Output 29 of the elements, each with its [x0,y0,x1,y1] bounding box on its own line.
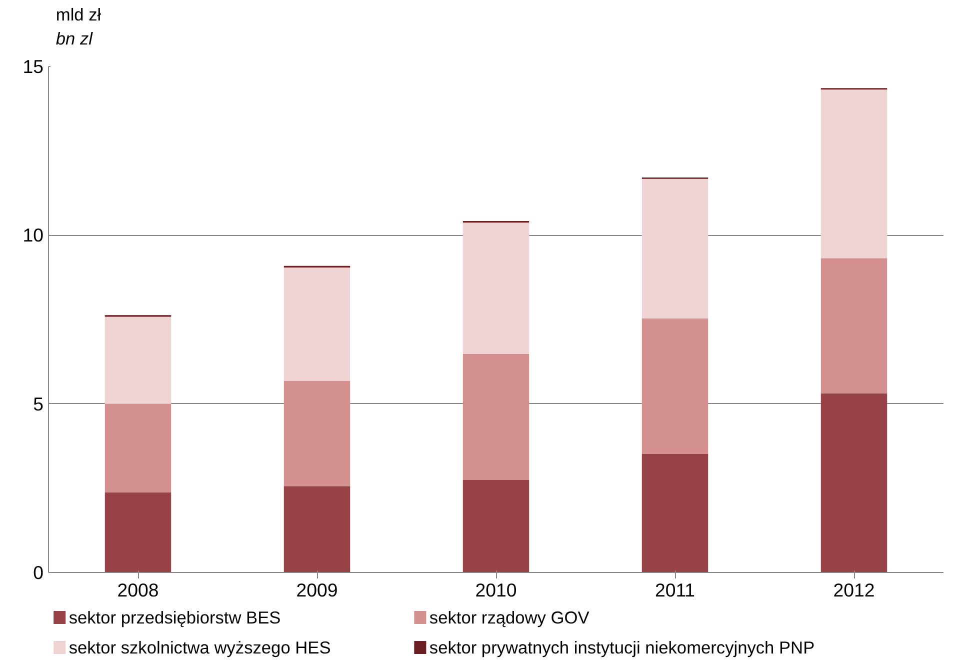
bar [284,380,350,486]
bar [104,316,172,404]
x-tick-label: 2010 [475,580,517,600]
x-tick-label: 2008 [117,580,159,600]
x-tick-label: 2012 [833,580,875,600]
bar [104,492,172,572]
legend-label: sektor przedsiębiorstw BES [68,608,281,628]
y-tick-label: 5 [33,393,44,414]
bar [462,222,530,354]
y-tick-label: 10 [22,224,44,246]
y-axis-title: mld zł bn zl [56,4,102,48]
bar [104,404,172,492]
bar [284,486,350,572]
bar [642,454,708,572]
y-tick-label: 15 [22,56,44,77]
bar [462,480,530,572]
bar [642,318,708,454]
bar [820,258,888,394]
bar [642,178,708,318]
bar [462,354,530,480]
y-tick-label: 0 [33,562,44,583]
bar [284,268,350,381]
x-tick-label: 2011 [654,580,696,600]
bar [820,89,888,258]
bar [820,393,888,572]
legend-label: sektor rządowy GOV [429,608,590,628]
x-tick-label: 2009 [296,580,338,600]
legend-label: sektor szkolnictwa wyższego HES [68,638,331,658]
legend-label: sektor prywatnych instytucji niekomercyjnych PNP [429,638,815,658]
